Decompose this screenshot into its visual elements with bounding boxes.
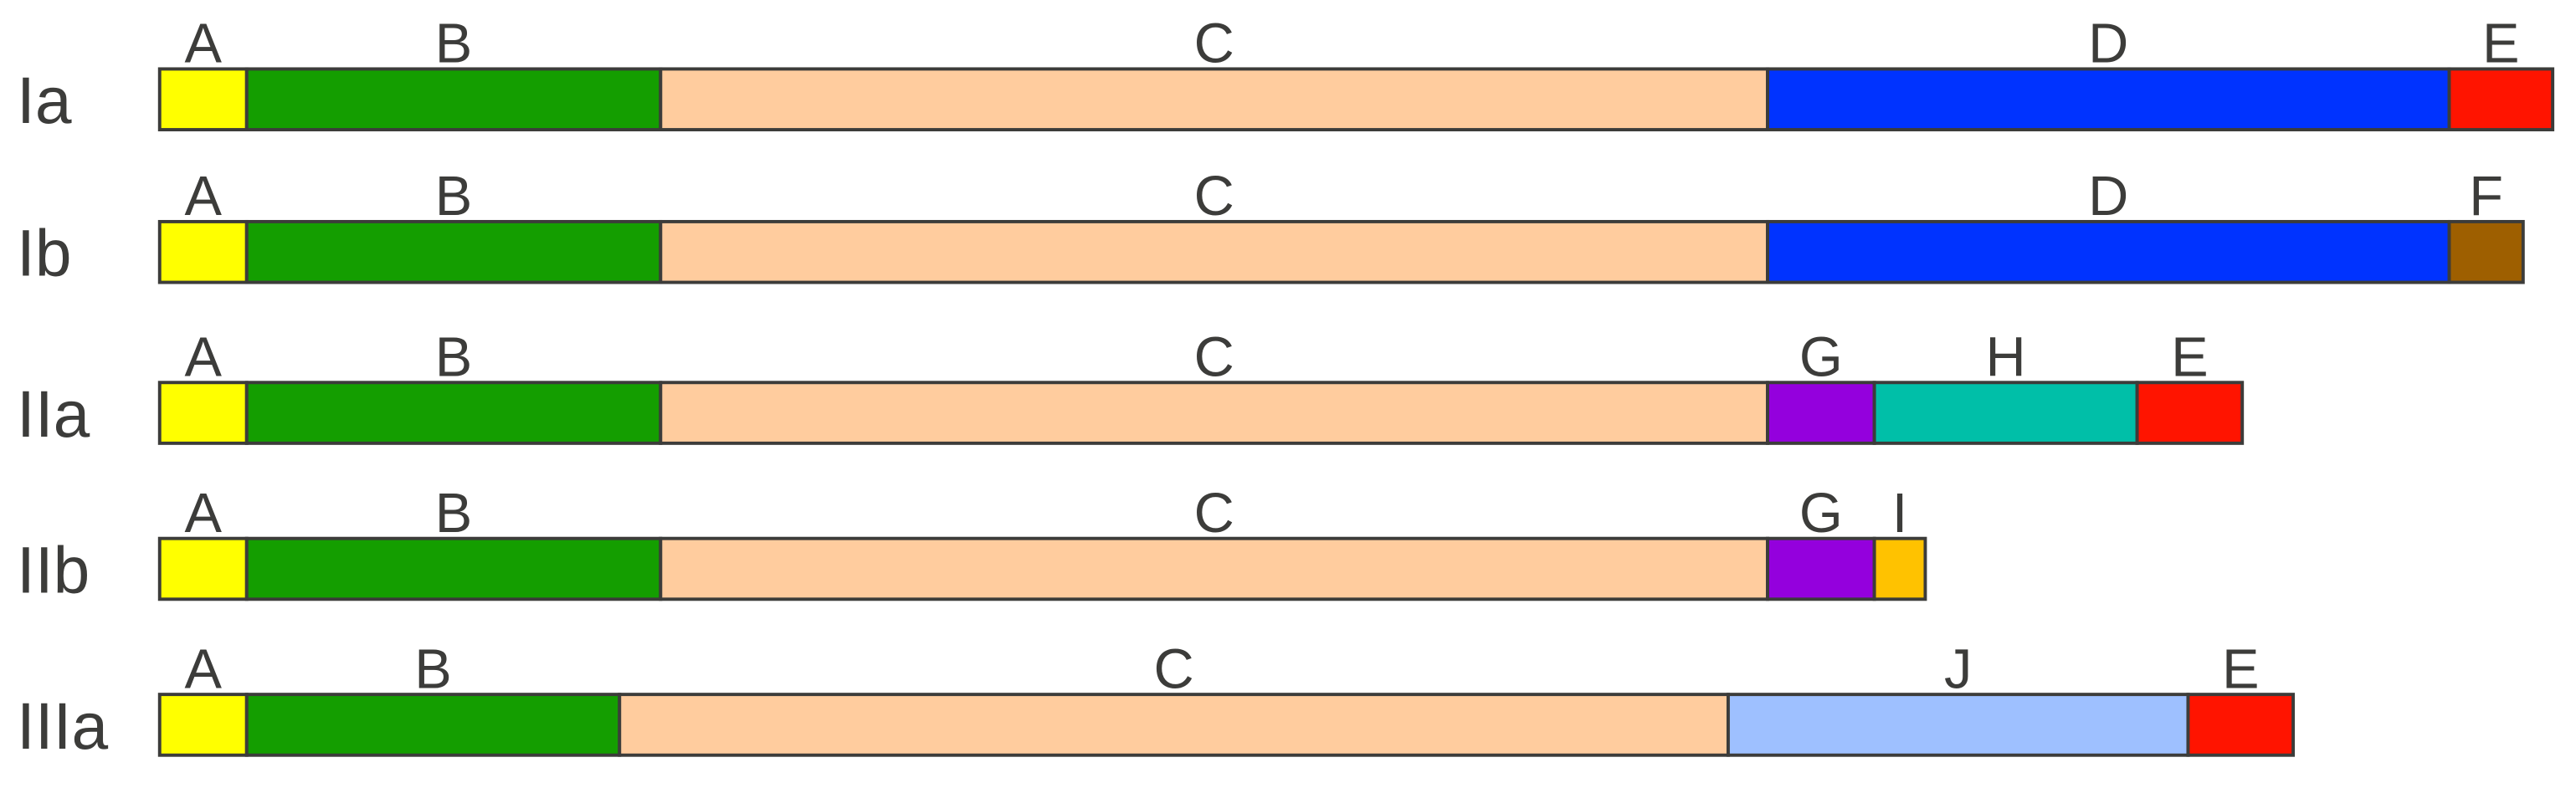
domain-segment-a	[157, 381, 249, 445]
domain-label: B	[435, 483, 473, 545]
domain-segment-e	[2186, 693, 2296, 757]
domain-label: E	[2222, 638, 2260, 700]
domain-label: C	[1194, 13, 1234, 75]
domain-segment-d	[1766, 219, 2451, 284]
domain-segment-b	[244, 67, 663, 131]
domain-segment-j	[1726, 693, 2190, 757]
domain-label: B	[414, 638, 452, 700]
protein-row-iiia: IIIa A B C J E	[17, 638, 2296, 763]
domain-label: A	[185, 483, 223, 545]
domain-label: C	[1154, 638, 1194, 700]
domain-label: H	[1986, 326, 2026, 388]
domain-segment-c	[659, 219, 1770, 284]
domain-segment-c	[618, 693, 1730, 757]
domain-label: D	[2088, 166, 2128, 228]
domain-label: G	[1799, 326, 1843, 388]
domain-segment-a	[157, 67, 249, 131]
domain-label: A	[185, 166, 223, 228]
row-label: Ib	[17, 217, 71, 290]
row-label: Ia	[17, 64, 72, 137]
protein-row-iia: IIa A B C G H E	[17, 326, 2245, 451]
domain-label: I	[1892, 483, 1908, 545]
domain-segment-c	[659, 381, 1770, 445]
domain-label: A	[185, 326, 223, 388]
domain-segment-a	[157, 536, 249, 601]
domain-label: F	[2469, 166, 2503, 228]
domain-label: B	[435, 326, 473, 388]
domain-segment-a	[157, 693, 249, 757]
row-label: IIIa	[17, 689, 108, 763]
domain-segment-e	[2135, 381, 2245, 445]
domain-label: G	[1799, 483, 1843, 545]
domain-label: D	[2088, 13, 2128, 75]
domain-segment-g	[1766, 381, 1876, 445]
domain-segment-c	[659, 67, 1770, 131]
domain-label: C	[1194, 326, 1234, 388]
domain-label: B	[435, 166, 473, 228]
domain-label: C	[1194, 166, 1234, 228]
domain-segment-b	[244, 381, 663, 445]
protein-row-iib: IIb A B C G I	[17, 483, 1927, 606]
domain-label: A	[185, 13, 223, 75]
domain-segment-c	[659, 536, 1770, 601]
domain-segment-b	[244, 536, 663, 601]
domain-segment-e	[2447, 67, 2555, 131]
row-label: IIb	[17, 533, 90, 606]
domain-label: B	[435, 13, 473, 75]
domain-segment-i	[1872, 536, 1927, 601]
domain-label: E	[2171, 326, 2209, 388]
domain-segment-d	[1766, 67, 2451, 131]
domain-segment-h	[1872, 381, 2139, 445]
domain-label: C	[1194, 483, 1234, 545]
domain-segment-f	[2447, 219, 2525, 284]
domain-segment-b	[244, 219, 663, 284]
domain-label: J	[1944, 638, 1972, 700]
row-label: IIa	[17, 377, 90, 451]
domain-segment-b	[244, 693, 622, 757]
domain-label: E	[2482, 13, 2520, 75]
domain-segment-a	[157, 219, 249, 284]
domain-segment-g	[1766, 536, 1876, 601]
protein-row-ib: Ib A B C D F	[17, 166, 2525, 290]
protein-row-ia: Ia A B C D E	[17, 13, 2555, 137]
domain-label: A	[185, 638, 223, 700]
